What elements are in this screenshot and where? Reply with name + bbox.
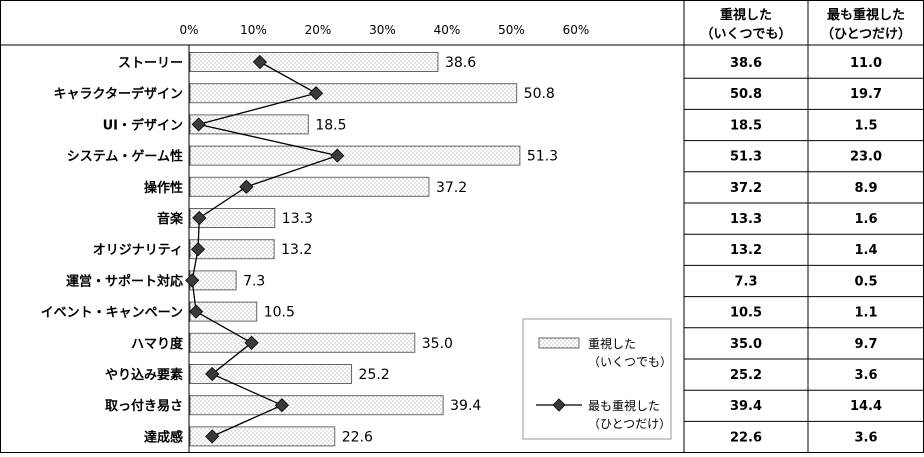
x-tick-label: 20% — [305, 23, 332, 37]
table-cell-series1: 13.2 — [730, 243, 762, 258]
bar-data-label: 38.6 — [445, 55, 476, 71]
table-header-line2: （いくつでも） — [700, 26, 791, 42]
category-label: 操作性 — [144, 180, 183, 196]
legend-series1-line1: 重視した — [588, 336, 636, 351]
category-label: オリジナリティ — [93, 243, 183, 258]
table-cell-series2: 3.6 — [854, 368, 877, 383]
bar — [189, 83, 518, 104]
line-point — [244, 335, 259, 350]
category-label: イベント・キャンペーン — [41, 306, 183, 321]
line-point — [185, 273, 200, 288]
bar — [189, 145, 521, 166]
bar-data-label: 22.6 — [342, 429, 373, 445]
bar — [189, 239, 275, 260]
legend-bar-swatch — [538, 337, 580, 349]
category-label: 取っ付き易さ — [105, 398, 183, 414]
table-cell-series2: 1.4 — [854, 243, 877, 258]
table-cell-series2: 9.7 — [854, 337, 877, 352]
bar-data-label: 18.5 — [315, 117, 346, 133]
bar-data-label: 7.3 — [243, 273, 265, 289]
bar — [189, 364, 353, 384]
table-cell-series2: 8.9 — [854, 181, 877, 196]
bar — [189, 176, 430, 197]
x-tick-label: 30% — [369, 23, 396, 37]
table-cell-series1: 25.2 — [730, 368, 762, 383]
bar-data-label: 39.4 — [450, 398, 481, 414]
table-cell-series2: 1.1 — [854, 306, 877, 321]
table-cell-series1: 37.2 — [730, 181, 762, 196]
bar — [189, 332, 416, 353]
x-tick-label: 60% — [563, 23, 590, 37]
bar — [189, 114, 309, 135]
bar-data-label: 10.5 — [264, 305, 295, 321]
bar-data-label: 25.2 — [359, 367, 390, 383]
table-cell-series1: 13.3 — [730, 212, 762, 227]
table-cell-series1: 38.6 — [730, 56, 762, 71]
bar — [189, 395, 444, 416]
bar-data-label: 35.0 — [422, 336, 453, 352]
table-cell-series2: 1.5 — [854, 118, 877, 133]
table-header-line1: 最も重視した — [827, 7, 905, 23]
x-tick-label: 0% — [179, 23, 198, 37]
line-point — [330, 148, 345, 163]
bar — [189, 52, 439, 72]
table-cell-series1: 18.5 — [730, 118, 762, 133]
table-header-line1: 重視した — [720, 7, 772, 23]
table-header-line2: （ひとつだけ） — [821, 26, 911, 42]
table-cell-series1: 10.5 — [730, 306, 762, 321]
bar-data-label: 50.8 — [524, 86, 555, 102]
category-label: やり込み要素 — [105, 367, 183, 383]
table-cell-series1: 50.8 — [730, 87, 762, 102]
table-cell-series2: 19.7 — [850, 87, 882, 102]
category-label: システム・ゲーム性 — [67, 149, 183, 165]
line-point — [190, 242, 206, 257]
line-point — [252, 54, 268, 70]
bar-data-label: 37.2 — [436, 180, 467, 196]
category-label: 音楽 — [157, 211, 184, 227]
category-label: 運営・サポート対応 — [66, 273, 183, 289]
line-point — [308, 86, 324, 101]
table-cell-series1: 22.6 — [730, 430, 762, 445]
table-cell-series2: 14.4 — [850, 399, 882, 414]
table-cell-series2: 23.0 — [850, 150, 882, 165]
bar-data-label: 51.3 — [527, 149, 558, 165]
x-tick-label: 10% — [240, 23, 267, 37]
category-label: ハマり度 — [131, 336, 184, 352]
table-cell-series1: 39.4 — [730, 399, 762, 414]
line-point — [205, 429, 220, 444]
line-point — [205, 366, 220, 382]
line-point — [189, 304, 204, 319]
category-label: 達成感 — [144, 429, 183, 445]
table-cell-series2: 3.6 — [854, 430, 877, 445]
line-point — [239, 179, 254, 194]
legend-diamond-marker — [552, 398, 566, 412]
x-tick-label: 40% — [434, 23, 461, 37]
table-cell-series2: 11.0 — [850, 56, 882, 71]
table-cell-series2: 0.5 — [854, 274, 877, 289]
legend-series1-line2: （いくつでも） — [588, 355, 672, 369]
line-point — [274, 398, 289, 413]
legend-series2-line2: （ひとつだけ） — [588, 417, 671, 431]
table-cell-series2: 1.6 — [854, 212, 877, 227]
line-point — [192, 210, 207, 226]
bar — [189, 426, 336, 447]
table-cell-series1: 35.0 — [730, 337, 762, 352]
table-cell-series1: 51.3 — [730, 150, 762, 165]
x-tick-label: 50% — [498, 23, 525, 37]
category-label: ストーリー — [118, 56, 183, 71]
line-point — [191, 117, 206, 132]
bar-data-label: 13.3 — [282, 211, 313, 227]
table-cell-series1: 7.3 — [734, 274, 757, 289]
category-label: UI・デザイン — [103, 117, 183, 133]
legend-series2-line1: 最も重視した — [588, 398, 660, 413]
category-label: キャラクターデザイン — [54, 86, 183, 102]
bar-data-label: 13.2 — [281, 242, 312, 258]
bar — [189, 208, 276, 228]
